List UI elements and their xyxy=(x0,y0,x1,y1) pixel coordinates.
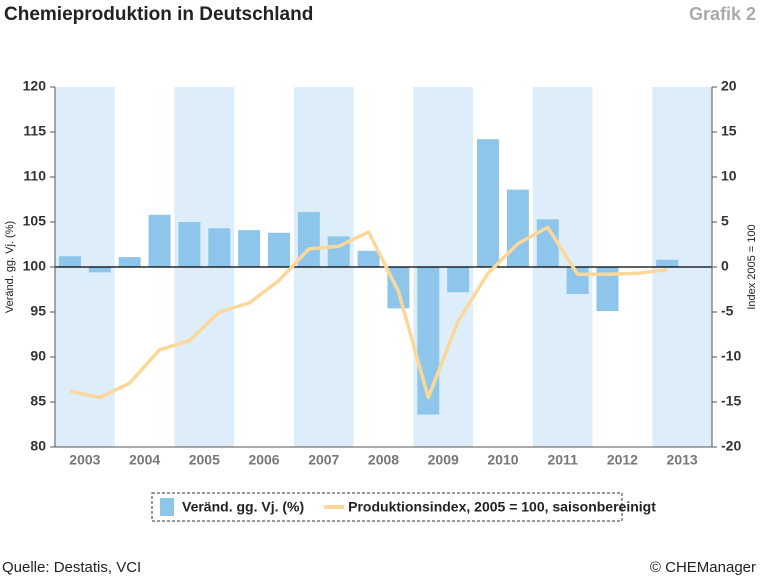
y-tick-label: 105 xyxy=(23,213,47,229)
y-tick-label: 90 xyxy=(30,348,46,364)
bar xyxy=(88,267,111,273)
bar xyxy=(357,250,380,267)
y2-tick-label: 15 xyxy=(721,123,737,139)
y-tick-label: 95 xyxy=(30,303,46,319)
bar xyxy=(58,256,81,267)
chart-title: Chemieproduktion in Deutschland xyxy=(4,4,313,25)
y2-tick-label: -20 xyxy=(721,438,741,454)
legend-swatch xyxy=(160,498,174,516)
y-axis-label: Veränd. gg. Vj. (%) xyxy=(4,221,16,313)
bar xyxy=(118,257,141,267)
legend-label: Veränd. gg. Vj. (%) xyxy=(182,499,304,515)
y-tick-label: 110 xyxy=(23,168,46,184)
y-tick-label: 120 xyxy=(23,78,47,94)
y-tick-label: 100 xyxy=(23,258,47,274)
bar xyxy=(447,267,470,293)
y2-tick-label: -5 xyxy=(721,303,734,319)
y2-tick-label: 20 xyxy=(721,78,737,94)
y2-tick-label: 10 xyxy=(721,168,737,184)
x-tick-label: 2008 xyxy=(368,452,399,468)
x-tick-label: 2005 xyxy=(189,452,220,468)
x-tick-label: 2011 xyxy=(547,452,578,468)
bar xyxy=(656,259,679,267)
x-tick-label: 2012 xyxy=(607,452,638,468)
y2-tick-label: 0 xyxy=(721,258,729,274)
bar xyxy=(267,232,290,267)
y2-axis-label: Index 2005 = 100 xyxy=(746,224,758,309)
bar xyxy=(596,267,619,312)
bar xyxy=(506,189,529,267)
y-tick-label: 115 xyxy=(23,123,46,139)
legend-box xyxy=(151,492,623,522)
x-tick-label: 2013 xyxy=(667,452,698,468)
x-tick-label: 2006 xyxy=(248,452,279,468)
chart-label: Grafik 2 xyxy=(689,4,756,24)
x-tick-label: 2003 xyxy=(69,452,100,468)
source: Quelle: Destatis, VCI xyxy=(2,559,141,576)
bar xyxy=(148,214,171,267)
bar xyxy=(477,139,500,267)
credit: © CHEManager xyxy=(650,559,756,576)
bar xyxy=(208,228,231,267)
bar xyxy=(238,230,261,267)
x-tick-label: 2009 xyxy=(428,452,459,468)
x-tick-label: 2010 xyxy=(487,452,518,468)
y2-tick-label: -15 xyxy=(721,393,741,409)
bar xyxy=(178,222,201,267)
y-tick-label: 85 xyxy=(30,393,46,409)
x-tick-label: 2004 xyxy=(129,452,160,468)
legend-label: Produktionsindex, 2005 = 100, saisonbere… xyxy=(348,499,656,515)
y-tick-label: 80 xyxy=(30,438,46,454)
y2-tick-label: -10 xyxy=(721,348,741,364)
x-tick-label: 2007 xyxy=(308,452,339,468)
y2-tick-label: 5 xyxy=(721,213,729,229)
line xyxy=(69,225,668,400)
